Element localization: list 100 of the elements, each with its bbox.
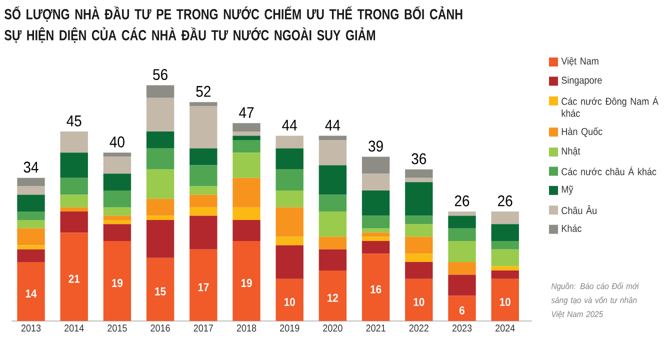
data-label: 10 <box>284 298 295 306</box>
bar <box>276 148 304 170</box>
data-label: 10 <box>500 298 510 306</box>
bar <box>103 174 132 190</box>
total-label: 56 <box>153 69 168 80</box>
bar <box>232 136 260 140</box>
x-tick-label: 2013 <box>21 324 41 332</box>
bar <box>60 194 88 208</box>
bar <box>146 216 174 220</box>
bar <box>276 169 304 190</box>
bar <box>17 228 45 246</box>
total-label: 44 <box>282 120 297 131</box>
bar <box>60 178 88 195</box>
bar <box>491 266 519 270</box>
x-tick-label: 2022 <box>409 324 428 332</box>
bar <box>405 178 433 182</box>
legend-label: Singapore <box>562 76 602 86</box>
bar <box>405 216 433 224</box>
x-tick-label: 2018 <box>236 324 256 332</box>
total-label: 45 <box>66 116 82 126</box>
x-tick-label: 2019 <box>280 324 300 332</box>
bar <box>448 241 476 262</box>
total-label: 26 <box>498 195 512 206</box>
data-label: 10 <box>414 298 424 306</box>
bar <box>232 178 260 208</box>
x-tick-label: 2021 <box>366 324 386 332</box>
bar <box>318 140 347 166</box>
bar <box>318 194 347 212</box>
bar <box>362 254 390 321</box>
bar <box>232 207 260 220</box>
bar <box>190 165 218 186</box>
bar <box>232 241 260 321</box>
bar <box>103 152 132 157</box>
chart-title: SỐ LƯỢNG NHÀ ĐẦU TƯ PE TRONG NƯỚC CHIẾM ƯU THẾ TRONG BỐI CẢNH SỰ HIỆN DIỆN CỦA CÁC NHÀ ĐẦU TƯ NƯỚC NGOÀI SUY GIẢM <box>4 6 462 43</box>
bar <box>146 85 174 98</box>
bar <box>405 254 433 262</box>
legend-label: Khác <box>562 224 582 232</box>
x-tick-label: 2020 <box>323 324 342 332</box>
bar <box>405 236 433 254</box>
bar <box>276 278 304 321</box>
bar <box>491 224 519 242</box>
legend-label: Việt Nam <box>561 57 598 66</box>
bar <box>190 148 218 166</box>
bar <box>17 178 45 186</box>
bar <box>146 198 174 216</box>
legend-label: Các nước Đông Nam Á khác <box>562 96 658 117</box>
data-label: 12 <box>328 294 338 302</box>
bar <box>405 278 433 321</box>
legend-label: Hàn Quốc <box>562 127 602 137</box>
bar <box>232 220 260 242</box>
total-label: 44 <box>325 120 340 131</box>
data-label: 19 <box>241 278 252 288</box>
bar <box>190 186 218 195</box>
total-label: 47 <box>239 107 254 118</box>
bar <box>448 212 476 216</box>
bar <box>276 245 304 279</box>
bar <box>17 212 45 220</box>
bar <box>362 156 390 174</box>
bar <box>276 207 304 237</box>
bar <box>146 132 174 148</box>
bar <box>405 169 433 178</box>
bar <box>190 216 218 250</box>
total-label: 52 <box>196 86 210 97</box>
bar <box>17 194 45 212</box>
bar <box>448 274 476 296</box>
total-label: 40 <box>110 136 124 148</box>
bar <box>190 194 218 208</box>
data-label: 6 <box>460 306 465 314</box>
x-tick-label: 2024 <box>496 324 515 332</box>
bar <box>318 136 347 140</box>
bar <box>190 207 218 216</box>
bar <box>318 270 347 321</box>
x-tick-label: 2023 <box>452 324 472 332</box>
total-label: 34 <box>24 162 38 173</box>
bar <box>232 152 260 178</box>
text: Nguồn: Báo cáo Đổi mới sáng tạo và vốn tư nhân Việt Nam 2025 <box>551 282 639 318</box>
bar <box>448 216 476 228</box>
bar <box>448 296 476 321</box>
bar <box>448 262 476 275</box>
data-label: 15 <box>155 287 166 296</box>
bar <box>362 241 390 254</box>
bar <box>362 190 390 216</box>
bar <box>103 216 132 220</box>
bar <box>146 258 174 321</box>
bar <box>190 249 218 321</box>
bar <box>491 241 519 250</box>
bar <box>60 232 88 321</box>
data-label: 16 <box>370 285 382 294</box>
x-tick-label: 2017 <box>194 324 213 332</box>
x-tick-label: 2014 <box>64 324 84 332</box>
bar <box>405 224 433 237</box>
bar <box>491 249 519 266</box>
bar <box>103 220 132 224</box>
bar <box>17 220 45 228</box>
bar <box>318 249 347 270</box>
total-label: 39 <box>368 140 383 152</box>
bar <box>318 236 347 250</box>
legend-label: Các nước châu Á khác <box>562 166 656 176</box>
legend-label: Nhật <box>562 147 580 156</box>
bar <box>491 270 519 279</box>
